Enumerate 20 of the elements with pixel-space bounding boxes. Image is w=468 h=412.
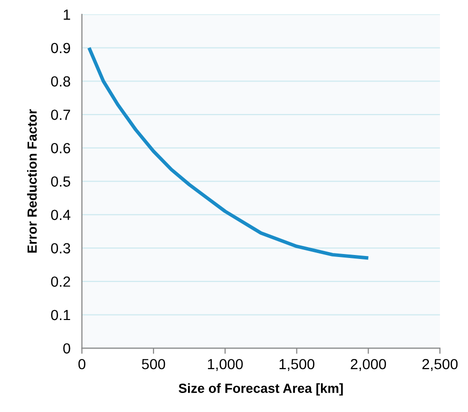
x-tick-label: 1,000 <box>208 358 243 371</box>
y-axis-title: Error Reduction Factor <box>27 109 37 253</box>
x-tick-label: 1,500 <box>280 358 314 371</box>
y-tick-label: 0.9 <box>51 42 70 54</box>
y-tick-label: 0.5 <box>51 176 70 187</box>
y-tick-label: 0.6 <box>51 143 70 154</box>
x-tick-label: 500 <box>142 358 166 370</box>
line-series <box>87 46 370 260</box>
x-tick-label: 2,000 <box>350 358 386 371</box>
y-tick-label: 0.2 <box>51 276 70 287</box>
y-tick-label: 0.8 <box>51 76 70 87</box>
x-tick-label: 2,500 <box>422 358 458 371</box>
x-tick-label: 0 <box>78 358 86 370</box>
y-tick-label: 0.1 <box>51 310 70 320</box>
x-axis-title: Size of Forecast Area [km] <box>178 383 343 396</box>
y-tick-label: 0 <box>63 343 70 354</box>
y-tick-label: 0.4 <box>51 210 70 220</box>
y-tick-label: 0.7 <box>51 110 70 120</box>
y-tick-label: 1 <box>64 10 70 20</box>
y-tick-label: 0.3 <box>51 243 70 254</box>
